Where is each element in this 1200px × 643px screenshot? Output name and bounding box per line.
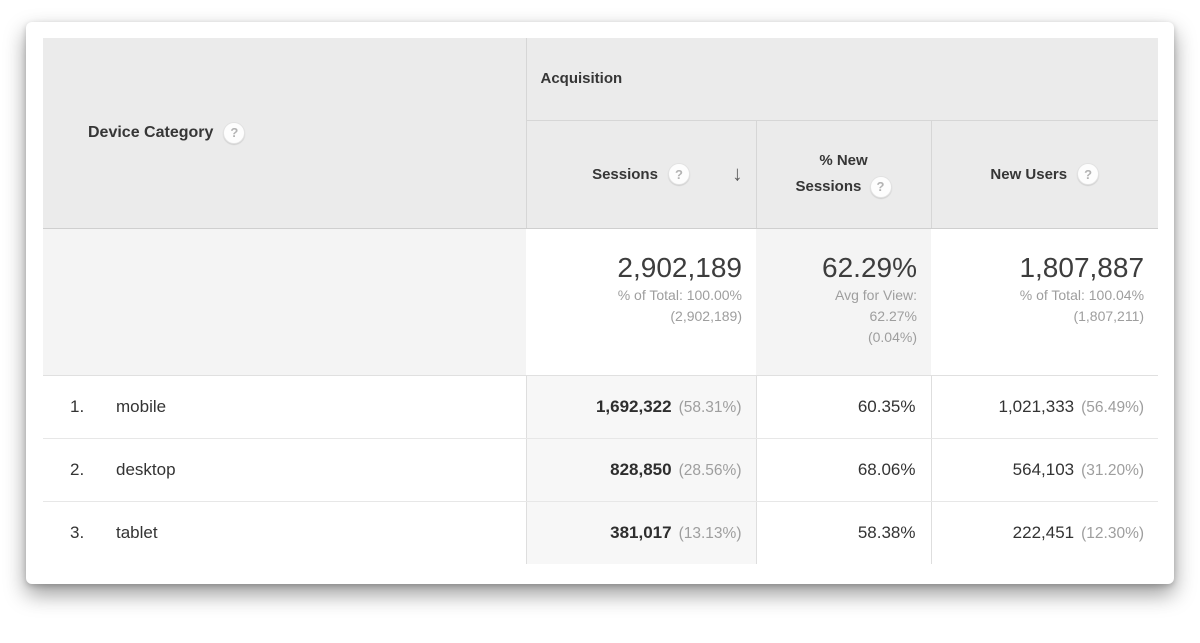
sessions-share: (13.13%)	[678, 524, 742, 542]
new-users-cell: 222,451 (12.30%)	[930, 501, 1159, 564]
new-users-share: (56.49%)	[1081, 398, 1145, 416]
pct-new-sessions-value: 68.06%	[857, 459, 916, 479]
sessions-total-subline-2: (2,902,189)	[670, 307, 742, 324]
pct-new-sessions-header-label: % New Sessions	[795, 152, 868, 195]
dimension-cell: 3. tablet	[43, 501, 526, 564]
table-row-desktop: 2. desktop 828,850 (28.56%) 68.06% 564,103…	[43, 438, 1159, 502]
new-users-share: (12.30%)	[1081, 524, 1145, 542]
pct-new-sessions-value: 60.35%	[857, 396, 916, 416]
new-users-cell: 564,103 (31.20%)	[930, 438, 1159, 502]
group-header-row: Device Category ? Acquisition	[43, 38, 1159, 229]
new-users-column-header[interactable]: New Users ?	[930, 120, 1159, 229]
sessions-value: 1,692,322	[595, 396, 672, 416]
pct-new-sessions-total-subline-1: Avg for View:	[835, 286, 917, 303]
new-users-total-cell: 1,807,887 % of Total: 100.04% (1,807,211…	[931, 228, 1159, 376]
device-category-report-table: Device Category ? Acquisition Sessions ?…	[43, 38, 1159, 564]
device-name: tablet	[116, 522, 158, 542]
sessions-column-header[interactable]: Sessions ? ↓	[525, 120, 756, 229]
pct-new-sessions-cell: 60.35%	[755, 375, 931, 439]
sessions-cell: 828,850 (28.56%)	[525, 438, 756, 502]
new-users-share: (31.20%)	[1081, 461, 1145, 479]
sessions-value: 381,017	[610, 522, 672, 542]
sessions-value: 828,850	[610, 459, 672, 479]
device-category-column-header[interactable]: Device Category ?	[43, 38, 526, 229]
pct-new-sessions-column-header[interactable]: % New Sessions ?	[755, 120, 931, 229]
sessions-cell: 1,692,322 (58.31%)	[525, 375, 756, 439]
row-index: 2.	[70, 459, 85, 479]
sessions-total-value: 2,902,189	[617, 251, 742, 283]
report-table-card: Device Category ? Acquisition Sessions ?…	[26, 22, 1174, 584]
pct-new-sessions-value: 58.38%	[857, 522, 916, 542]
device-name: desktop	[116, 459, 176, 479]
pct-new-sessions-total-cell: 62.29% Avg for View: 62.27% (0.04%)	[756, 228, 931, 376]
new-users-value: 564,103	[1012, 459, 1075, 479]
new-users-total-value: 1,807,887	[1019, 251, 1145, 283]
pct-new-sessions-total-value: 62.29%	[822, 251, 917, 283]
new-users-header-label: New Users	[990, 165, 1068, 183]
device-category-header-label: Device Category	[88, 123, 214, 141]
sessions-cell: 381,017 (13.13%)	[525, 501, 756, 564]
pct-new-sessions-total-subline-2: 62.27%	[869, 307, 917, 324]
row-index: 3.	[70, 522, 85, 542]
device-name: mobile	[116, 396, 167, 416]
dimension-cell: 1. mobile	[43, 375, 526, 439]
totals-dimension-cell	[43, 228, 526, 376]
pct-new-sessions-help-icon[interactable]: ?	[869, 176, 892, 199]
sort-descending-icon[interactable]: ↓	[732, 162, 743, 186]
table-row-mobile: 1. mobile 1,692,322 (58.31%) 60.35% 1,021,…	[43, 375, 1159, 439]
acquisition-group-label: Acquisition	[540, 70, 623, 88]
sessions-total-subline-1: % of Total: 100.00%	[617, 286, 742, 303]
device-category-help-icon[interactable]: ?	[223, 121, 246, 144]
sessions-share: (28.56%)	[678, 461, 742, 479]
row-index: 1.	[70, 396, 85, 416]
metric-header-row: Sessions ? ↓ % New Sessions ? New Users …	[43, 120, 1159, 229]
table-row-tablet: 3. tablet 381,017 (13.13%) 58.38% 222,451 (…	[43, 501, 1159, 564]
totals-row: 2,902,189 % of Total: 100.00% (2,902,189…	[43, 228, 1159, 376]
new-users-cell: 1,021,333 (56.49%)	[930, 375, 1159, 439]
sessions-share: (58.31%)	[678, 398, 742, 416]
new-users-value: 1,021,333	[998, 396, 1075, 416]
sessions-help-icon[interactable]: ?	[667, 163, 690, 185]
acquisition-group-header: Acquisition	[525, 38, 1159, 121]
pct-new-sessions-cell: 58.38%	[755, 501, 931, 564]
new-users-value: 222,451	[1012, 522, 1075, 542]
dimension-cell: 2. desktop	[43, 438, 526, 502]
new-users-total-subline-2: (1,807,211)	[1073, 307, 1145, 324]
new-users-total-subline-1: % of Total: 100.04%	[1019, 286, 1145, 303]
sessions-header-label: Sessions	[592, 165, 658, 183]
sessions-total-cell: 2,902,189 % of Total: 100.00% (2,902,189…	[526, 228, 756, 376]
pct-new-sessions-total-subline-3: (0.04%)	[867, 328, 917, 345]
new-users-help-icon[interactable]: ?	[1077, 163, 1100, 185]
pct-new-sessions-cell: 68.06%	[755, 438, 931, 502]
